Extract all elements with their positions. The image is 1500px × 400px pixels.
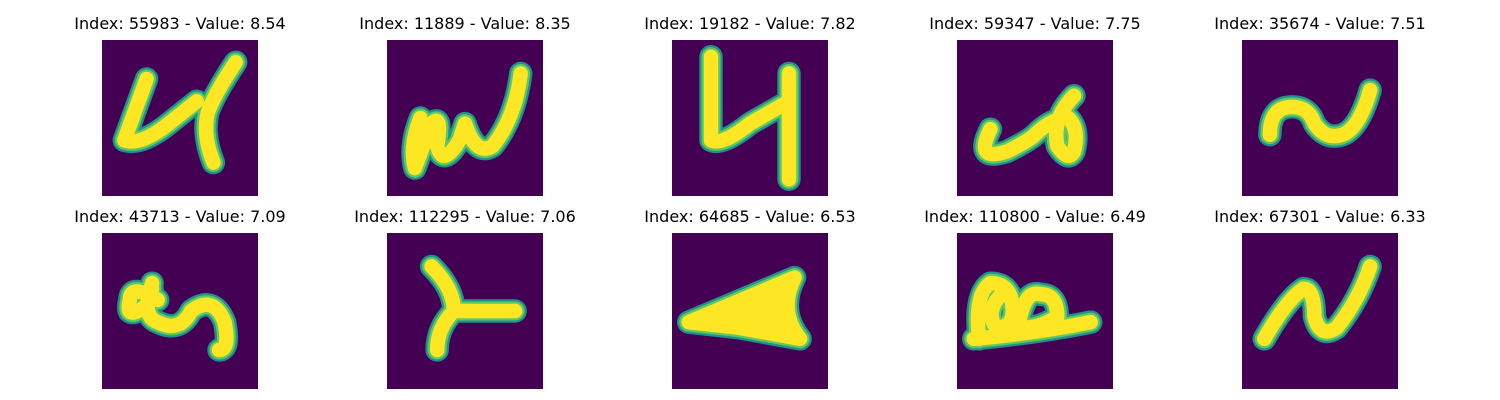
- digit-image: [102, 233, 258, 389]
- panel-title: Index: 59347 - Value: 7.75: [929, 14, 1141, 33]
- digit-image: [387, 233, 543, 389]
- digit-image: [672, 233, 828, 389]
- glyph-4-loop-icon: [112, 50, 248, 175]
- glyph-y-fork-icon: [419, 254, 527, 362]
- glyph-w-scribble-icon: [401, 61, 533, 180]
- glyph-arrowhead-icon: [677, 265, 812, 351]
- panel-title: Index: 55983 - Value: 8.54: [74, 14, 286, 33]
- glyph-curl-icon: [973, 84, 1088, 168]
- panel-title: Index: 67301 - Value: 6.33: [1214, 207, 1426, 226]
- panel-title: Index: 112295 - Value: 7.06: [354, 207, 576, 226]
- glyph-tilde-icon: [1258, 78, 1382, 148]
- panel-title: Index: 43713 - Value: 7.09: [74, 207, 286, 226]
- panel-title: Index: 19182 - Value: 7.82: [644, 14, 856, 33]
- digit-image: [102, 40, 258, 196]
- digit-image: [1242, 233, 1398, 389]
- digit-image: [387, 40, 543, 196]
- glyph-loop-icon: [117, 271, 239, 362]
- digit-image: [1242, 40, 1398, 196]
- panel-title: Index: 11889 - Value: 8.35: [359, 14, 571, 33]
- digit-image: [957, 40, 1113, 196]
- panel-title: Index: 35674 - Value: 7.51: [1214, 14, 1426, 33]
- glyph-y-shape-icon: [699, 45, 801, 191]
- digit-image: [672, 40, 828, 196]
- glyph-n-wave-icon: [1252, 254, 1382, 351]
- glyph-double-loop-icon: [962, 271, 1103, 351]
- digit-image: [957, 233, 1113, 389]
- panel-title: Index: 64685 - Value: 6.53: [644, 207, 856, 226]
- panel-title: Index: 110800 - Value: 6.49: [924, 207, 1146, 226]
